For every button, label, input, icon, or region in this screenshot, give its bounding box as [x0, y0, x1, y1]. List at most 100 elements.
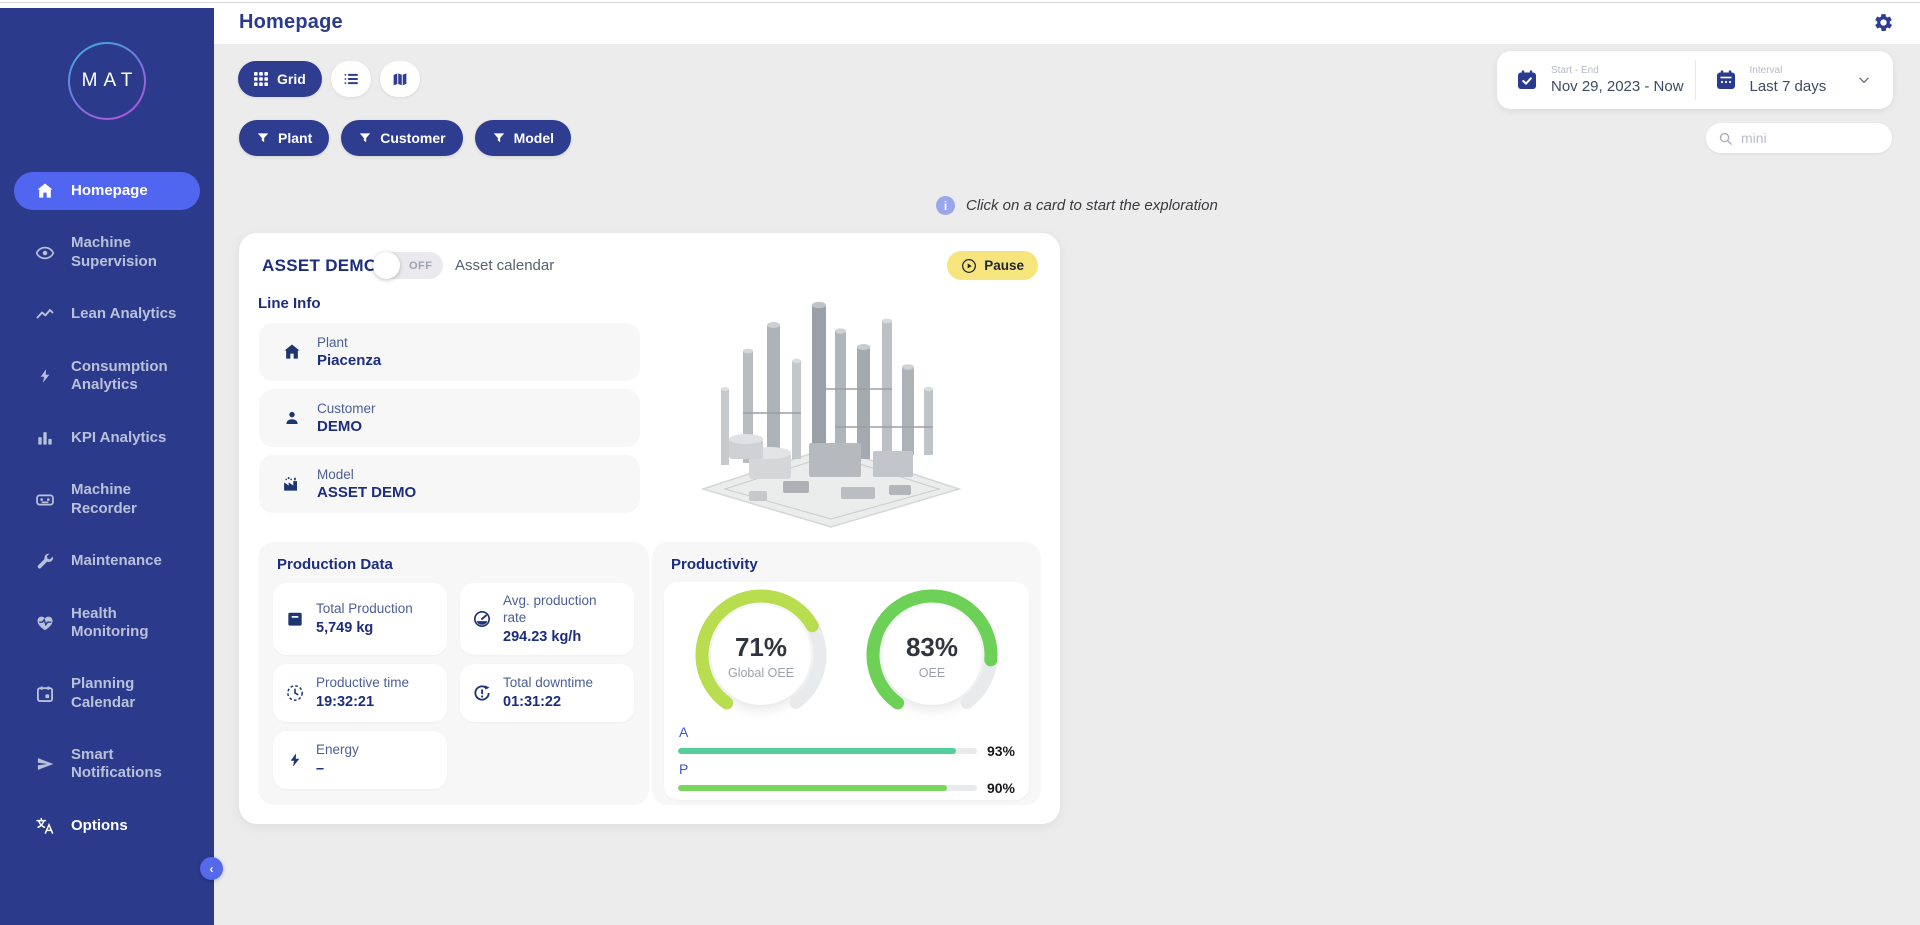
- productivity-card: 71% Global OEE 83% OEE: [664, 582, 1029, 800]
- line-info-list: Plant Piacenza Customer DEMO Model: [259, 323, 640, 513]
- gauge-value: 83%: [905, 632, 959, 662]
- main-content: Grid Plant Customer Model: [214, 44, 1920, 925]
- calendar-check-icon: [1515, 68, 1539, 92]
- downtime-icon: [472, 683, 492, 703]
- tile-total-production: Total Production 5,749 kg: [273, 583, 447, 655]
- sidebar-item-smart-notifications[interactable]: Smart Notifications: [14, 737, 200, 793]
- production-tiles: Total Production 5,749 kg Avg. productio…: [273, 583, 634, 789]
- sidebar-item-lean-analytics[interactable]: Lean Analytics: [14, 296, 200, 334]
- bar-row-p: 90%: [678, 780, 1015, 796]
- factory-icon: [281, 474, 303, 494]
- gauge-label: Global OEE: [727, 666, 794, 680]
- app-logo: MAT: [68, 42, 146, 120]
- sidebar-item-options[interactable]: Options: [14, 807, 200, 845]
- search-box: [1706, 123, 1892, 153]
- line-info-row-plant: Plant Piacenza: [259, 323, 640, 381]
- sidebar-item-homepage[interactable]: Homepage: [14, 172, 200, 210]
- sidebar-item-consumption-analytics[interactable]: Consumption Analytics: [14, 349, 200, 405]
- tile-label: Total Production: [316, 601, 413, 617]
- asset-card-title: ASSET DEMO: [262, 256, 378, 275]
- row-label: Model: [317, 467, 354, 482]
- interval-value: Last 7 days: [1749, 78, 1827, 95]
- filter-plant-button[interactable]: Plant: [239, 120, 330, 156]
- line-info-row-model: Model ASSET DEMO: [259, 455, 640, 513]
- filter-label: Customer: [380, 130, 446, 146]
- sidebar-item-machine-supervision[interactable]: Machine Supervision: [14, 225, 200, 281]
- divider: [1694, 60, 1696, 100]
- filter-customer-button[interactable]: Customer: [341, 120, 463, 156]
- sidebar-item-kpi-analytics[interactable]: KPI Analytics: [14, 419, 200, 457]
- row-value: DEMO: [317, 418, 362, 435]
- sidebar-item-label: Consumption Analytics: [71, 357, 168, 394]
- row-value: Piacenza: [317, 352, 382, 369]
- send-icon: [34, 754, 56, 774]
- tile-label: Total downtime: [503, 675, 594, 691]
- view-map-button[interactable]: [379, 61, 420, 97]
- bar-track: [678, 748, 977, 754]
- productivity-heading: Productivity: [671, 556, 758, 573]
- sidebar-item-label: Homepage: [71, 181, 148, 199]
- eye-icon: [34, 243, 56, 263]
- hint-text: Click on a card to start the exploration: [966, 197, 1218, 214]
- row-label: Plant: [317, 335, 348, 350]
- row-label: Customer: [317, 401, 376, 416]
- wrench-icon: [34, 552, 56, 572]
- asset-demo-card[interactable]: ASSET DEMO OFF Asset calendar Pause Line…: [239, 233, 1060, 824]
- pause-button[interactable]: Pause: [947, 251, 1038, 280]
- filter-model-button[interactable]: Model: [474, 120, 572, 156]
- toggle-knob: [373, 252, 400, 279]
- tile-energy: Energy –: [273, 730, 447, 789]
- tile-productive-time: Productive time 19:32:21: [273, 663, 447, 722]
- map-icon: [391, 70, 409, 88]
- sidebar-item-maintenance[interactable]: Maintenance: [14, 543, 200, 581]
- bar-percent-p: 90%: [986, 780, 1015, 796]
- tile-value: 294.23 kg/h: [503, 628, 582, 645]
- view-grid-label: Grid: [277, 71, 306, 87]
- play-circle-icon: [961, 258, 977, 274]
- sidebar-item-planning-calendar[interactable]: Planning Calendar: [14, 666, 200, 722]
- tile-value: 5,749 kg: [316, 620, 374, 637]
- line-chart-icon: [34, 305, 56, 325]
- view-grid-button[interactable]: Grid: [238, 61, 322, 97]
- tile-value: 19:32:21: [316, 694, 375, 711]
- sidebar-item-label: Options: [71, 816, 128, 834]
- speedometer-icon: [472, 609, 492, 629]
- sidebar-item-label: KPI Analytics: [71, 428, 167, 446]
- info-icon: i: [936, 196, 955, 215]
- calendar-days-icon: [1714, 68, 1738, 92]
- gauge-label: OEE: [918, 666, 946, 680]
- translate-icon: [34, 816, 56, 836]
- funnel-icon: [256, 131, 270, 145]
- date-range-picker[interactable]: Start - End Nov 29, 2023 - Now: [1497, 65, 1695, 95]
- sidebar-item-label: Machine Supervision: [71, 234, 157, 270]
- interval-label: Interval: [1749, 65, 1783, 76]
- settings-gear-icon[interactable]: [1873, 12, 1894, 33]
- production-data-heading: Production Data: [277, 556, 393, 573]
- tile-label: Energy: [316, 742, 359, 758]
- view-list-button[interactable]: [330, 61, 371, 97]
- asset-calendar-toggle[interactable]: OFF: [373, 252, 443, 279]
- sidebar-item-health-monitoring[interactable]: Health Monitoring: [14, 596, 200, 652]
- search-input[interactable]: [1741, 130, 1861, 146]
- interval-select[interactable]: Interval Last 7 days: [1696, 65, 1894, 95]
- gauge-value: 71%: [734, 632, 788, 662]
- sidebar-item-label: Planning Calendar: [71, 675, 136, 711]
- sidebar-item-machine-recorder[interactable]: Machine Recorder: [14, 472, 200, 528]
- row-value: ASSET DEMO: [317, 484, 417, 501]
- bar-track: [678, 785, 977, 791]
- sidebar-item-label: Maintenance: [71, 552, 162, 570]
- bar-label-a: A: [679, 724, 689, 740]
- plant-illustration: [691, 293, 971, 531]
- search-icon: [1718, 131, 1733, 146]
- tile-label: Avg. production rate: [503, 593, 597, 625]
- box-icon: [285, 609, 305, 629]
- bar-label-p: P: [679, 761, 689, 777]
- view-switch: Grid: [238, 61, 420, 97]
- date-range-value: Nov 29, 2023 - Now: [1551, 78, 1684, 95]
- filter-buttons: Plant Customer Model: [239, 120, 572, 156]
- line-info-row-customer: Customer DEMO: [259, 389, 640, 447]
- person-icon: [281, 408, 303, 428]
- sidebar-collapse-button[interactable]: ‹: [200, 857, 223, 880]
- list-icon: [342, 70, 360, 88]
- productivity-section: Productivity 71% Global OEE: [652, 542, 1041, 805]
